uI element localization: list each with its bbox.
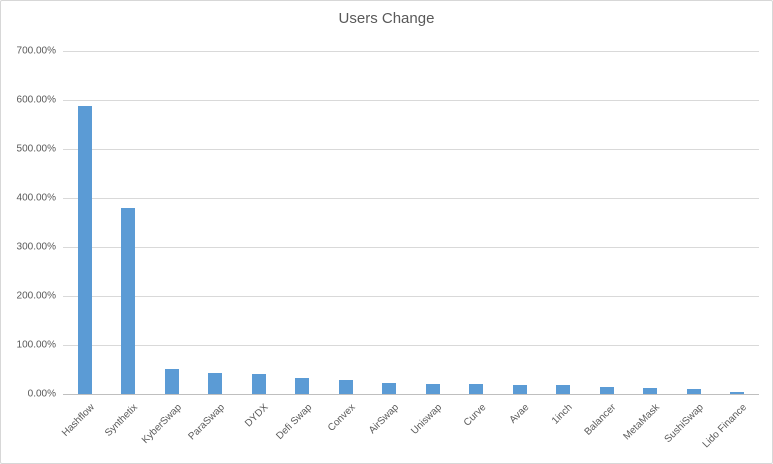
bar-dydx	[251, 373, 266, 394]
bar-kyberswap	[164, 368, 179, 394]
bar-metamask	[643, 387, 658, 394]
gridline	[63, 296, 759, 297]
bar-hashflow	[77, 105, 92, 394]
bar-airswap	[382, 383, 397, 394]
bar-uniswap	[425, 384, 440, 394]
gridline	[63, 247, 759, 248]
x-axis: Hashflow Synthetix KyberSwap ParaSwap DYDX De…	[59, 398, 759, 463]
x-tick-label: Synthetix	[103, 402, 141, 439]
x-tick-label: Avae	[507, 402, 532, 426]
y-tick-label: 0.00%	[27, 388, 56, 400]
y-tick-label: 100.00%	[16, 339, 56, 351]
bar-lido-finance	[730, 391, 745, 394]
x-tick-label: ParaSwap	[186, 402, 228, 443]
y-axis: 0.00% 100.00% 200.00% 300.00% 400.00% 500.00%…	[1, 46, 56, 400]
x-tick-label: AirSwap	[366, 402, 402, 437]
bar-1inch	[556, 384, 571, 394]
bar-balancer	[599, 386, 614, 394]
x-tick-label: Lido Finance	[700, 402, 750, 451]
x-tick-label: Hashflow	[59, 402, 97, 439]
bar-paraswap	[208, 372, 223, 394]
x-tick-label: Uniswap	[409, 402, 445, 437]
y-tick-label: 200.00%	[16, 290, 56, 302]
y-tick-label: 500.00%	[16, 143, 56, 155]
bar-synthetix	[121, 207, 136, 394]
x-tick-label: Curve	[461, 402, 489, 429]
gridline	[63, 149, 759, 150]
y-tick-label: 300.00%	[16, 241, 56, 253]
bar-curve	[469, 384, 484, 394]
gridline	[63, 345, 759, 346]
x-tick-label: SushiSwap	[662, 402, 706, 446]
bar-avae	[512, 384, 527, 394]
gridline	[63, 198, 759, 199]
y-tick-label: 400.00%	[16, 192, 56, 204]
x-axis-line	[63, 394, 759, 395]
bar-defi-swap	[295, 378, 310, 394]
chart-title: Users Change	[338, 10, 435, 27]
plot-area	[63, 51, 759, 395]
bar-convex	[338, 380, 353, 394]
gridline	[63, 51, 759, 52]
y-tick-label: 700.00%	[16, 45, 56, 57]
y-tick-label: 600.00%	[16, 94, 56, 106]
x-tick-label: Balancer	[582, 402, 619, 438]
gridline	[63, 100, 759, 101]
x-tick-label: 1inch	[550, 402, 576, 427]
x-tick-label: Convex	[325, 402, 358, 434]
x-tick-label: Defi Swap	[274, 402, 315, 443]
x-tick-label: MetaMask	[621, 402, 663, 443]
x-tick-label: DYDX	[243, 402, 271, 430]
bar-sushiswap	[686, 388, 701, 394]
x-tick-label: KyberSwap	[139, 402, 184, 446]
